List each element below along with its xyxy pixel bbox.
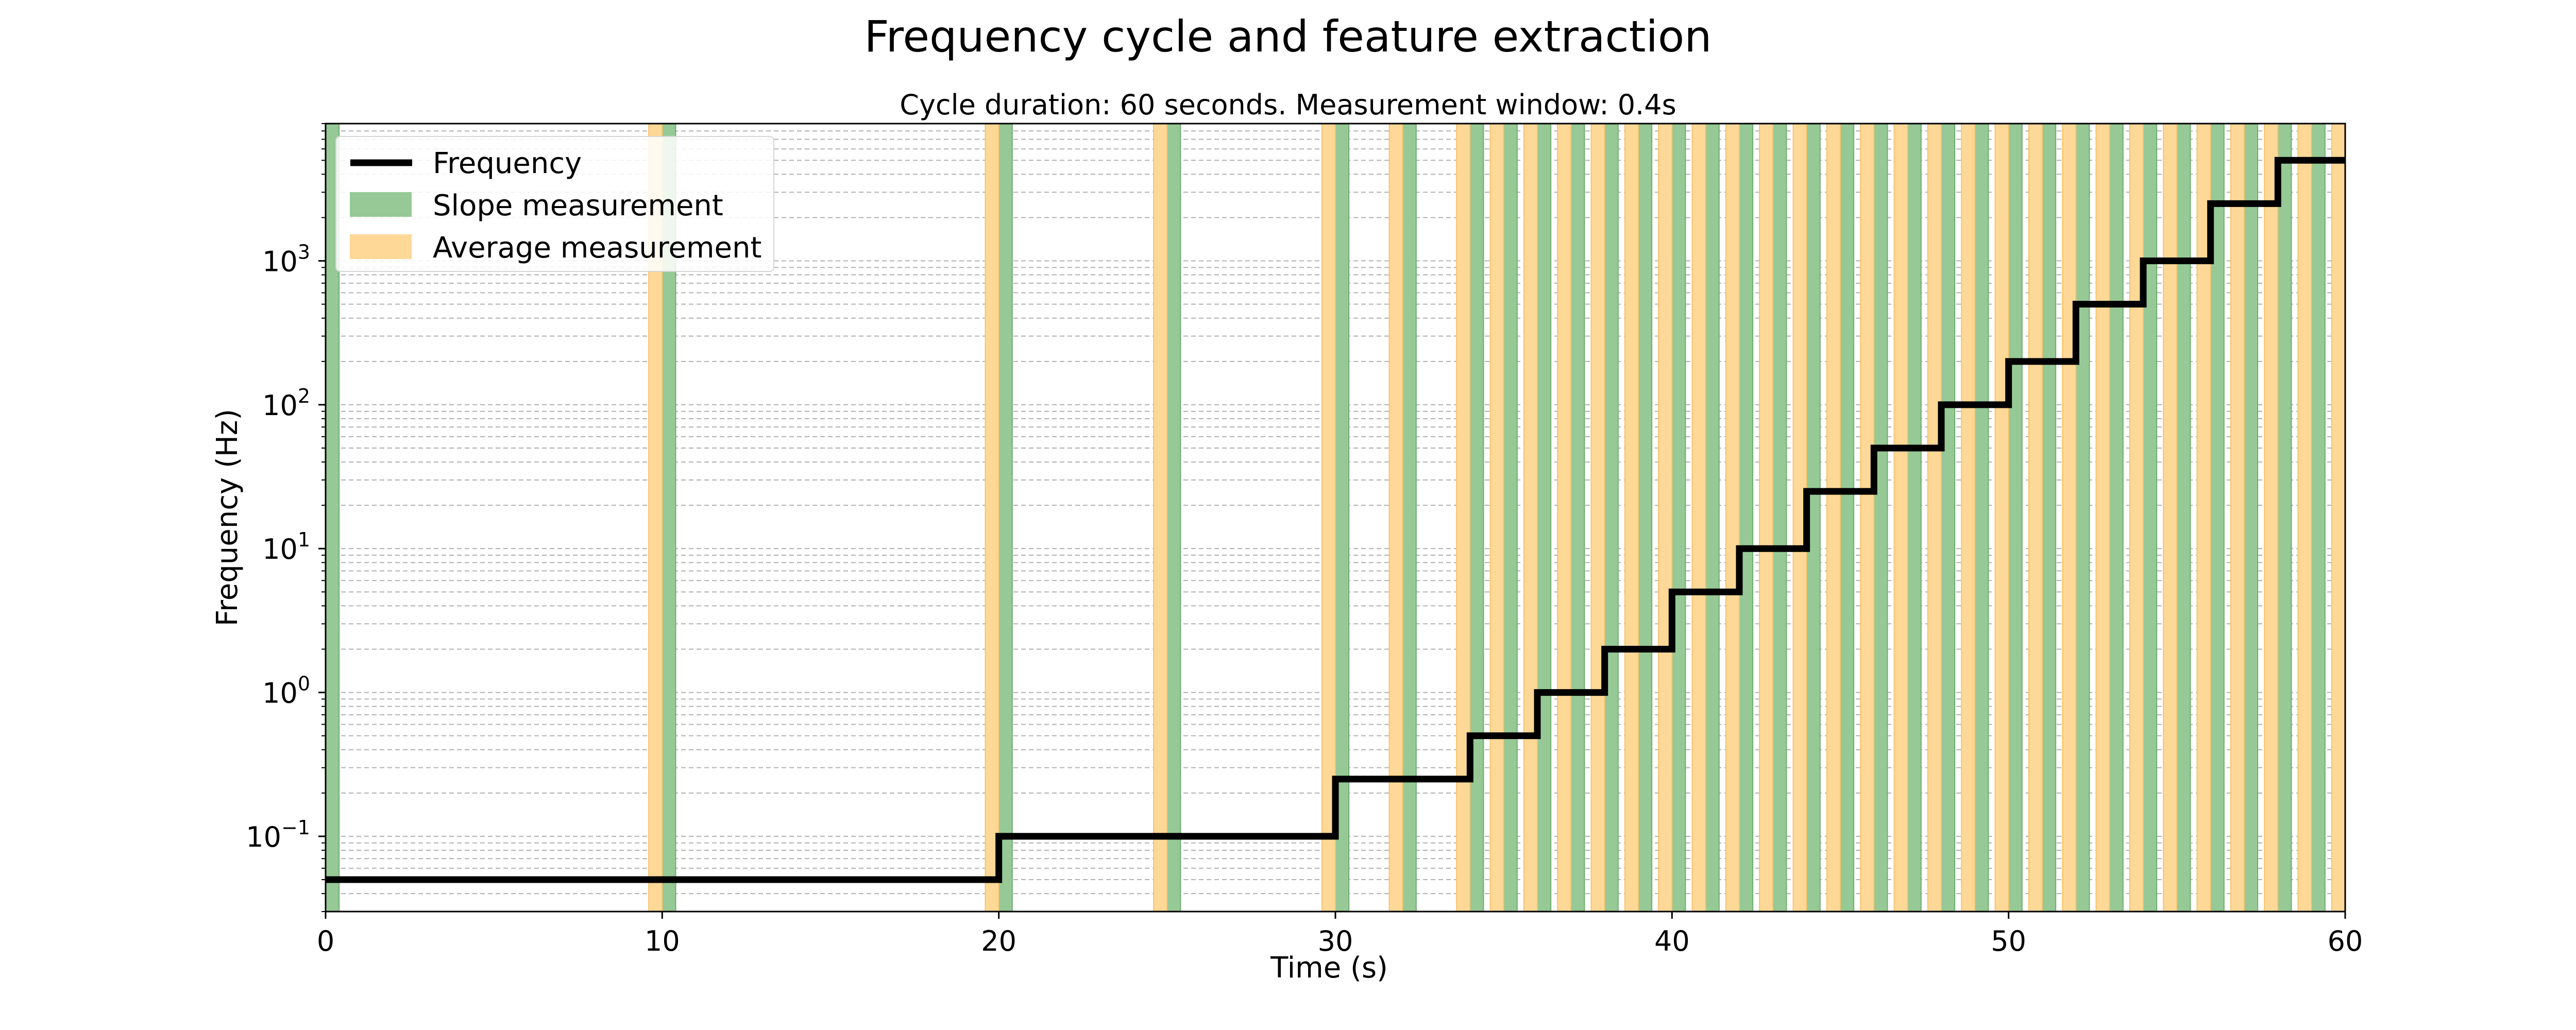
x-tick-label: 60 xyxy=(2328,925,2363,957)
measurement-window xyxy=(1166,124,1181,912)
measurement-window xyxy=(1873,124,1888,912)
measurement-window xyxy=(1739,124,1754,912)
measurement-window xyxy=(1624,124,1639,912)
measurement-window xyxy=(2143,124,2158,912)
measurement-window xyxy=(1604,124,1619,912)
legend-patch-swatch xyxy=(350,234,412,259)
measurement-window xyxy=(2297,124,2312,912)
measurement-window xyxy=(1590,124,1605,912)
x-tick-label: 40 xyxy=(1654,925,1690,957)
x-axis-label: Time (s) xyxy=(1270,951,1388,985)
measurement-window xyxy=(2230,124,2245,912)
measurement-window xyxy=(2042,124,2057,912)
measurement-window xyxy=(1570,124,1585,912)
measurement-window xyxy=(2331,124,2345,912)
y-tick-label: 102 xyxy=(262,385,310,422)
x-tick-label: 50 xyxy=(1991,925,2026,957)
x-tick-label: 10 xyxy=(645,925,680,957)
legend-patch-swatch xyxy=(350,192,412,217)
measurement-window xyxy=(2075,124,2090,912)
measurement-window xyxy=(2028,124,2043,912)
measurement-window xyxy=(1638,124,1653,912)
measurement-window xyxy=(1691,124,1706,912)
measurement-window xyxy=(1705,124,1720,912)
measurement-window xyxy=(2109,124,2124,912)
legend-box xyxy=(335,136,774,272)
measurement-window xyxy=(1456,124,1471,912)
measurement-window xyxy=(2095,124,2110,912)
x-tick-label: 0 xyxy=(317,925,334,957)
measurement-window xyxy=(1537,124,1552,912)
measurement-window xyxy=(2176,124,2191,912)
measurement-window xyxy=(1523,124,1538,912)
measurement-window xyxy=(1840,124,1855,912)
x-tick-label: 20 xyxy=(981,925,1016,957)
measurement-window xyxy=(1792,124,1807,912)
measurement-window xyxy=(1388,124,1403,912)
measurement-window xyxy=(985,124,999,912)
measurement-window xyxy=(2062,124,2077,912)
y-tick-label: 100 xyxy=(262,673,310,710)
measurement-window xyxy=(1759,124,1774,912)
measurement-window xyxy=(2264,124,2279,912)
measurement-window xyxy=(1671,124,1686,912)
measurement-window xyxy=(1961,124,1976,912)
measurement-window xyxy=(1658,124,1673,912)
legend-label: Average measurement xyxy=(433,231,761,265)
legend-label: Frequency xyxy=(433,147,582,180)
measurement-window xyxy=(2163,124,2178,912)
measurement-window xyxy=(1772,124,1787,912)
measurement-window xyxy=(1974,124,1989,912)
y-tick-label: 103 xyxy=(262,241,310,278)
measurement-window xyxy=(1402,124,1417,912)
y-tick-label: 10−1 xyxy=(246,816,310,853)
measurement-window xyxy=(1860,124,1875,912)
measurement-window xyxy=(998,124,1013,912)
measurement-window xyxy=(2277,124,2292,912)
chart-subtitle: Cycle duration: 60 seconds. Measurement … xyxy=(900,89,1676,121)
measurement-window xyxy=(2008,124,2023,912)
measurement-window xyxy=(1994,124,2009,912)
chart-title: Frequency cycle and feature extraction xyxy=(864,11,1711,62)
series-line xyxy=(326,157,2345,883)
measurement-window xyxy=(1153,124,1168,912)
measurement-window xyxy=(1907,124,1922,912)
measurement-window xyxy=(1557,124,1572,912)
measurement-window xyxy=(1489,124,1504,912)
measurement-window xyxy=(1725,124,1740,912)
measurement-window xyxy=(1826,124,1841,912)
x-tick-label: 30 xyxy=(1318,925,1353,957)
legend-label: Slope measurement xyxy=(433,189,723,222)
measurement-window xyxy=(1941,124,1956,912)
measurement-window xyxy=(1927,124,1942,912)
measurement-window xyxy=(2244,124,2259,912)
y-tick-label: 101 xyxy=(262,528,310,565)
measurement-window xyxy=(1469,124,1484,912)
legend: Frequency Slope measurement Average measur… xyxy=(335,136,774,272)
measurement-window xyxy=(2129,124,2144,912)
measurement-window xyxy=(1503,124,1518,912)
y-axis-label: Frequency (Hz) xyxy=(211,409,244,626)
measurement-window xyxy=(2311,124,2326,912)
measurement-window xyxy=(1893,124,1908,912)
